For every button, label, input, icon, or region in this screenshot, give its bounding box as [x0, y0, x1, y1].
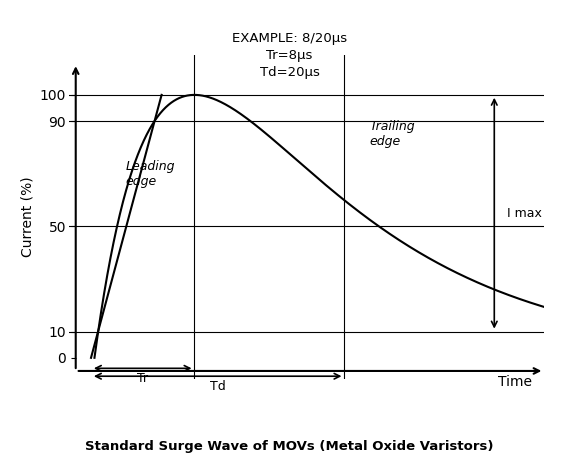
Text: Td: Td	[210, 380, 226, 393]
Text: Time: Time	[498, 375, 532, 389]
Text: Tr: Tr	[137, 372, 148, 385]
Text: Standard Surge Wave of MOVs (Metal Oxide Varistors): Standard Surge Wave of MOVs (Metal Oxide…	[85, 440, 494, 453]
Y-axis label: Current (%): Current (%)	[20, 177, 34, 257]
Text: EXAMPLE: 8/20μs
Tr=8μs
Td=20μs: EXAMPLE: 8/20μs Tr=8μs Td=20μs	[232, 32, 347, 79]
Text: Trailing
edge: Trailing edge	[369, 120, 415, 148]
Text: Leading
edge: Leading edge	[126, 160, 175, 188]
Text: I max: I max	[507, 207, 541, 220]
